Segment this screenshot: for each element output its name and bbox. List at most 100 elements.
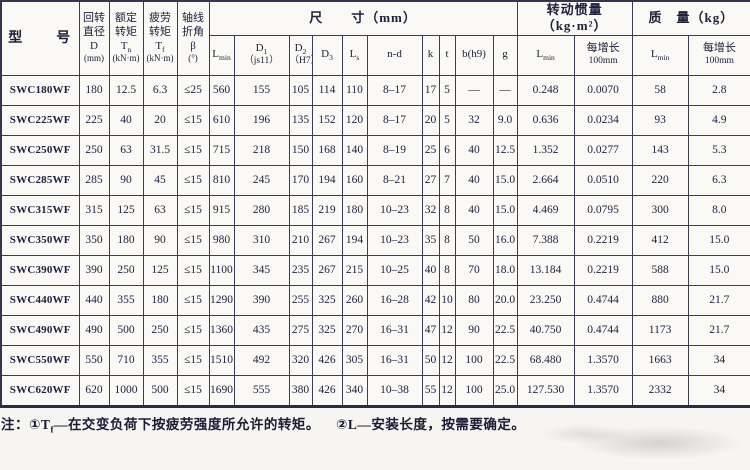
value-cell: 150: [288, 134, 313, 166]
value-cell: 20: [142, 104, 178, 136]
column-header: g: [492, 34, 518, 76]
value-cell: 194: [311, 164, 343, 196]
value-cell: 63: [142, 194, 178, 226]
value-cell: 260: [341, 284, 368, 316]
value-cell: 350: [78, 224, 110, 256]
table-row: SWC620WF 620 1000 500 ≤15 1690 555 380 426 340 10–…: [0, 374, 750, 407]
value-cell: 22.5: [492, 314, 518, 346]
value-cell: 5: [438, 104, 456, 136]
value-cell: 25: [421, 134, 440, 166]
value-cell: 980: [208, 224, 235, 256]
value-cell: 168: [311, 134, 343, 166]
value-cell: 15.0: [492, 194, 518, 226]
value-cell: 0.0234: [573, 104, 633, 136]
value-cell: 0.636: [516, 104, 575, 136]
value-cell: 390: [78, 254, 110, 286]
model-cell: SWC350WF: [0, 224, 80, 256]
value-cell: 40: [454, 164, 494, 196]
column-group-inertia: 转动惯量（kg·m²）: [516, 0, 633, 36]
value-cell: 10–38: [366, 374, 423, 407]
value-cell: 426: [311, 374, 343, 407]
value-cell: ≤15: [176, 224, 210, 256]
value-cell: 4.469: [516, 194, 575, 226]
value-cell: 325: [311, 284, 343, 316]
value-cell: 0.0070: [573, 74, 633, 106]
column-header: Lmin: [208, 34, 235, 76]
model-cell: SWC550WF: [0, 344, 80, 376]
value-cell: 58: [631, 74, 689, 106]
model-cell: SWC620WF: [0, 374, 80, 407]
table-row: SWC350WF 350 180 90 ≤15 980 310 210 267 194 10–23 3…: [0, 224, 750, 256]
value-cell: 8: [438, 194, 456, 226]
value-cell: 16–31: [366, 314, 423, 346]
model-cell: SWC490WF: [0, 314, 80, 346]
value-cell: 610: [208, 104, 235, 136]
value-cell: 25.0: [492, 374, 518, 407]
value-cell: 45: [142, 164, 178, 196]
table-row: SWC390WF 390 250 125 ≤15 1100 345 235 267 215 10–2…: [0, 254, 750, 286]
value-cell: 2332: [631, 374, 689, 407]
value-cell: 0.4744: [573, 314, 633, 346]
table-row: SWC180WF 180 12.5 6.3 ≤25 560 155 105 114 110 8–17…: [0, 74, 750, 106]
value-cell: 588: [631, 254, 689, 286]
value-cell: 20: [421, 104, 440, 136]
value-cell: 125: [108, 194, 144, 226]
value-cell: 320: [288, 344, 313, 376]
value-cell: 42: [421, 284, 440, 316]
value-cell: 50: [421, 344, 440, 376]
value-cell: ≤15: [176, 104, 210, 136]
value-cell: 8–19: [366, 134, 423, 166]
value-cell: 555: [233, 374, 290, 407]
value-cell: 215: [341, 254, 368, 286]
value-cell: 1510: [208, 344, 235, 376]
value-cell: 235: [288, 254, 313, 286]
spec-table: 型 号 回转 直径 D (mm) 额定 转矩 Tn (kN·m) 疲劳 转矩 T…: [0, 0, 750, 408]
value-cell: 16.0: [492, 224, 518, 256]
column-group-mass: 质 量（kg）: [631, 0, 750, 36]
value-cell: 440: [78, 284, 110, 316]
value-cell: 5: [438, 74, 456, 106]
value-cell: 305: [341, 344, 368, 376]
column-header: n-d: [366, 34, 423, 76]
value-cell: 20.0: [492, 284, 518, 316]
value-cell: 267: [311, 254, 343, 286]
value-cell: 152: [311, 104, 343, 136]
value-cell: 0.2219: [573, 224, 633, 256]
value-cell: 180: [78, 74, 110, 106]
value-cell: 5.3: [687, 134, 750, 166]
value-cell: 915: [208, 194, 235, 226]
value-cell: 180: [142, 284, 178, 316]
column-header: Lmin: [516, 34, 575, 76]
value-cell: ≤15: [176, 374, 210, 407]
column-header: D3: [311, 34, 343, 76]
value-cell: 270: [341, 314, 368, 346]
value-cell: 110: [341, 74, 368, 106]
value-cell: 15.0: [492, 164, 518, 196]
subheader-row: LminD1（js11）D2（H7）D3Lsn-dktb(h9)gLmin每增长…: [1, 34, 750, 76]
value-cell: 390: [233, 284, 290, 316]
value-cell: ≤15: [176, 314, 210, 346]
value-cell: 1290: [208, 284, 235, 316]
value-cell: 105: [288, 74, 313, 106]
value-cell: ≤15: [176, 254, 210, 286]
value-cell: —: [492, 74, 518, 106]
column-header-fatigue-torque: 疲劳 转矩 Tf (kN·m): [142, 0, 178, 76]
value-cell: 21.7: [687, 284, 750, 316]
value-cell: 32: [454, 104, 494, 136]
value-cell: 0.0510: [573, 164, 633, 196]
value-cell: 8–17: [366, 74, 423, 106]
column-header: 每增长 100mm: [573, 34, 633, 76]
value-cell: 196: [233, 104, 290, 136]
value-cell: 310: [233, 224, 290, 256]
value-cell: 9.0: [492, 104, 518, 136]
value-cell: 93: [631, 104, 689, 136]
column-header: Lmin: [631, 34, 689, 76]
value-cell: 55: [421, 374, 440, 407]
column-header-diameter: 回转 直径 D (mm): [78, 0, 110, 76]
value-cell: 34: [687, 344, 750, 376]
value-cell: 8–17: [366, 104, 423, 136]
value-cell: 120: [341, 104, 368, 136]
value-cell: 435: [233, 314, 290, 346]
value-cell: 6.3: [142, 74, 178, 106]
value-cell: ≤25: [176, 74, 210, 106]
